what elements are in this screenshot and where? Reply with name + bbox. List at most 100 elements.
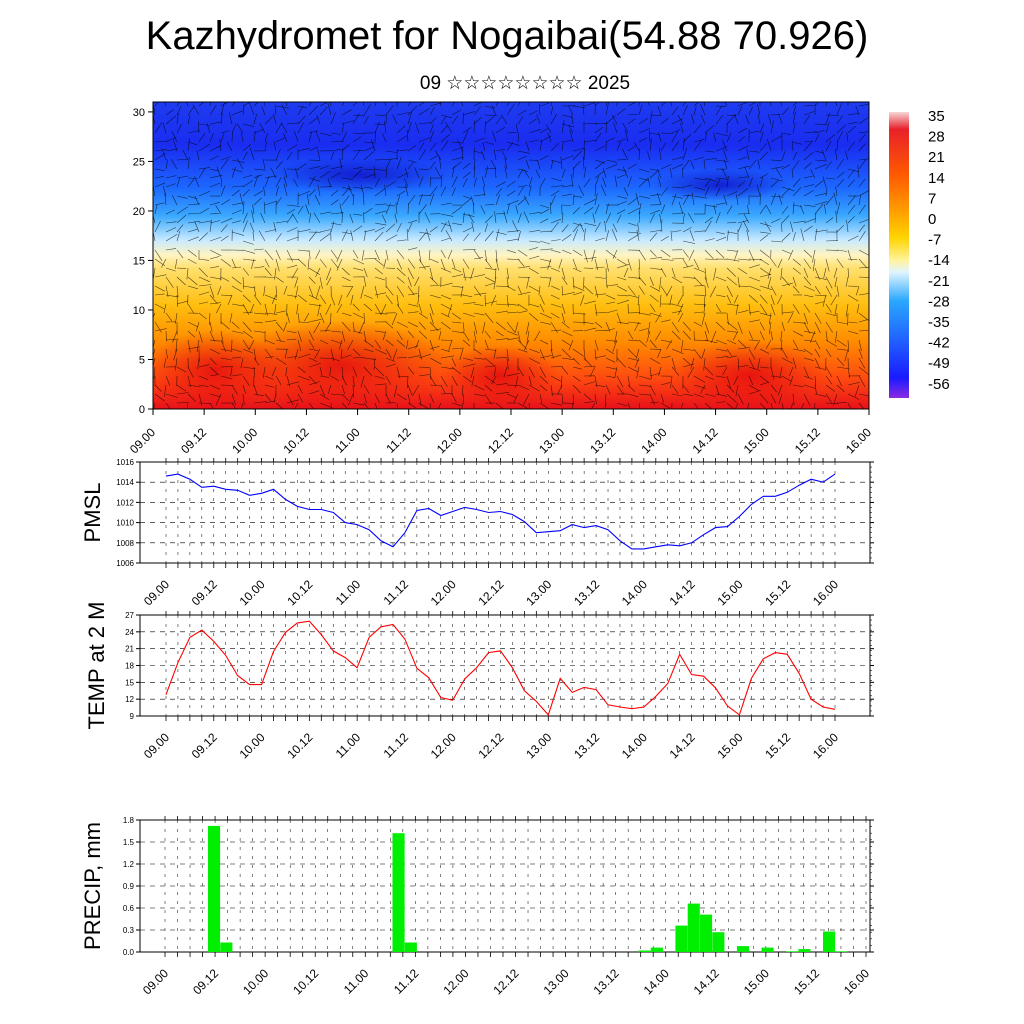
wind-barb	[418, 285, 420, 298]
wind-barb	[231, 209, 242, 215]
wind-barb	[660, 339, 672, 343]
wind-barb	[231, 185, 244, 188]
wind-barb	[627, 330, 634, 340]
wind-barb	[737, 156, 748, 161]
wind-barb	[363, 366, 373, 377]
wind-barb	[803, 218, 816, 224]
wind-barb	[792, 102, 798, 107]
wind-barb	[858, 330, 869, 332]
wind-barb	[484, 204, 495, 206]
wind-barb	[670, 375, 673, 389]
wind-barb	[539, 375, 549, 384]
wind-barb	[835, 186, 838, 197]
wind-barb	[583, 365, 596, 368]
wind-barb	[726, 231, 738, 234]
wind-barb	[220, 330, 224, 344]
wind-barb	[792, 393, 795, 406]
wind-barb	[803, 175, 814, 179]
wind-barb	[583, 300, 596, 305]
wind-barb	[440, 282, 453, 287]
wind-barb	[858, 159, 867, 170]
wind-barb	[448, 220, 453, 233]
wind-barb	[439, 156, 442, 170]
wind-barb	[440, 312, 450, 318]
wind-barb	[572, 312, 586, 315]
wind-barb	[539, 348, 545, 360]
wind-barb	[253, 248, 264, 251]
wind-barb	[616, 141, 621, 152]
wind-barb	[385, 204, 396, 207]
wind-barb	[660, 285, 668, 296]
wind-barb	[726, 258, 740, 262]
wind-barb	[374, 114, 386, 116]
wind-barb	[704, 178, 712, 188]
wind-barb	[687, 213, 695, 224]
wind-barb	[308, 176, 316, 188]
wind-barb	[550, 221, 559, 233]
wind-barb	[231, 402, 237, 409]
wind-barb	[539, 355, 552, 359]
wind-barb	[810, 169, 816, 179]
wind-barb	[176, 206, 188, 215]
wind-barb	[176, 276, 186, 286]
wind-barb	[748, 150, 760, 153]
wind-barb	[340, 348, 343, 360]
wind-barb	[468, 213, 475, 224]
wind-barb	[418, 312, 428, 319]
wind-barb	[539, 230, 553, 233]
wind-barb	[319, 366, 323, 377]
wind-barb	[341, 354, 352, 359]
wind-barb	[473, 117, 482, 125]
wind-barb	[229, 312, 233, 324]
wind-barb	[384, 184, 387, 197]
wind-barb	[638, 393, 650, 396]
wind-barb	[297, 115, 306, 125]
wind-barb	[557, 384, 563, 395]
wind-barb	[539, 303, 545, 313]
wind-barb	[614, 330, 618, 344]
wind-barb	[847, 294, 859, 302]
wind-barb	[198, 312, 207, 320]
wind-barb	[523, 169, 530, 179]
wind-barb	[792, 330, 804, 337]
wind-barb	[187, 106, 195, 116]
wind-barb	[627, 207, 640, 215]
wind-barb	[429, 106, 435, 116]
wind-barb	[261, 106, 266, 116]
wind-barb	[165, 338, 179, 341]
wind-barb	[440, 115, 447, 125]
wind-barb	[748, 160, 757, 170]
wind-barb	[462, 213, 475, 217]
wind-barb	[660, 186, 669, 197]
wind-barb	[682, 240, 696, 244]
wind-barb	[623, 267, 629, 278]
wind-barb	[231, 266, 242, 269]
wind-barb	[264, 356, 275, 359]
wind-barb	[700, 114, 706, 125]
wind-barb	[363, 384, 370, 394]
wind-barb	[748, 357, 755, 370]
precip-bar	[220, 942, 233, 952]
wind-barb	[726, 249, 738, 252]
wind-barb	[687, 366, 695, 378]
wind-barb	[462, 357, 473, 361]
wind-barb	[418, 176, 424, 188]
wind-barb	[165, 267, 176, 272]
wind-barb	[363, 402, 370, 409]
wind-barb	[715, 187, 721, 197]
wind-barb	[264, 320, 277, 323]
wind-barb	[856, 303, 860, 314]
wind-barb	[539, 248, 553, 251]
wind-barb	[220, 224, 228, 233]
wind-barb	[759, 330, 765, 341]
wind-barb	[484, 165, 489, 179]
wind-barb	[352, 132, 365, 135]
wind-barb	[418, 137, 431, 143]
wind-barb	[341, 229, 348, 242]
wind-barb	[528, 102, 530, 107]
wind-barb	[253, 266, 265, 269]
wind-barb	[627, 196, 639, 206]
wind-barb	[308, 285, 314, 298]
